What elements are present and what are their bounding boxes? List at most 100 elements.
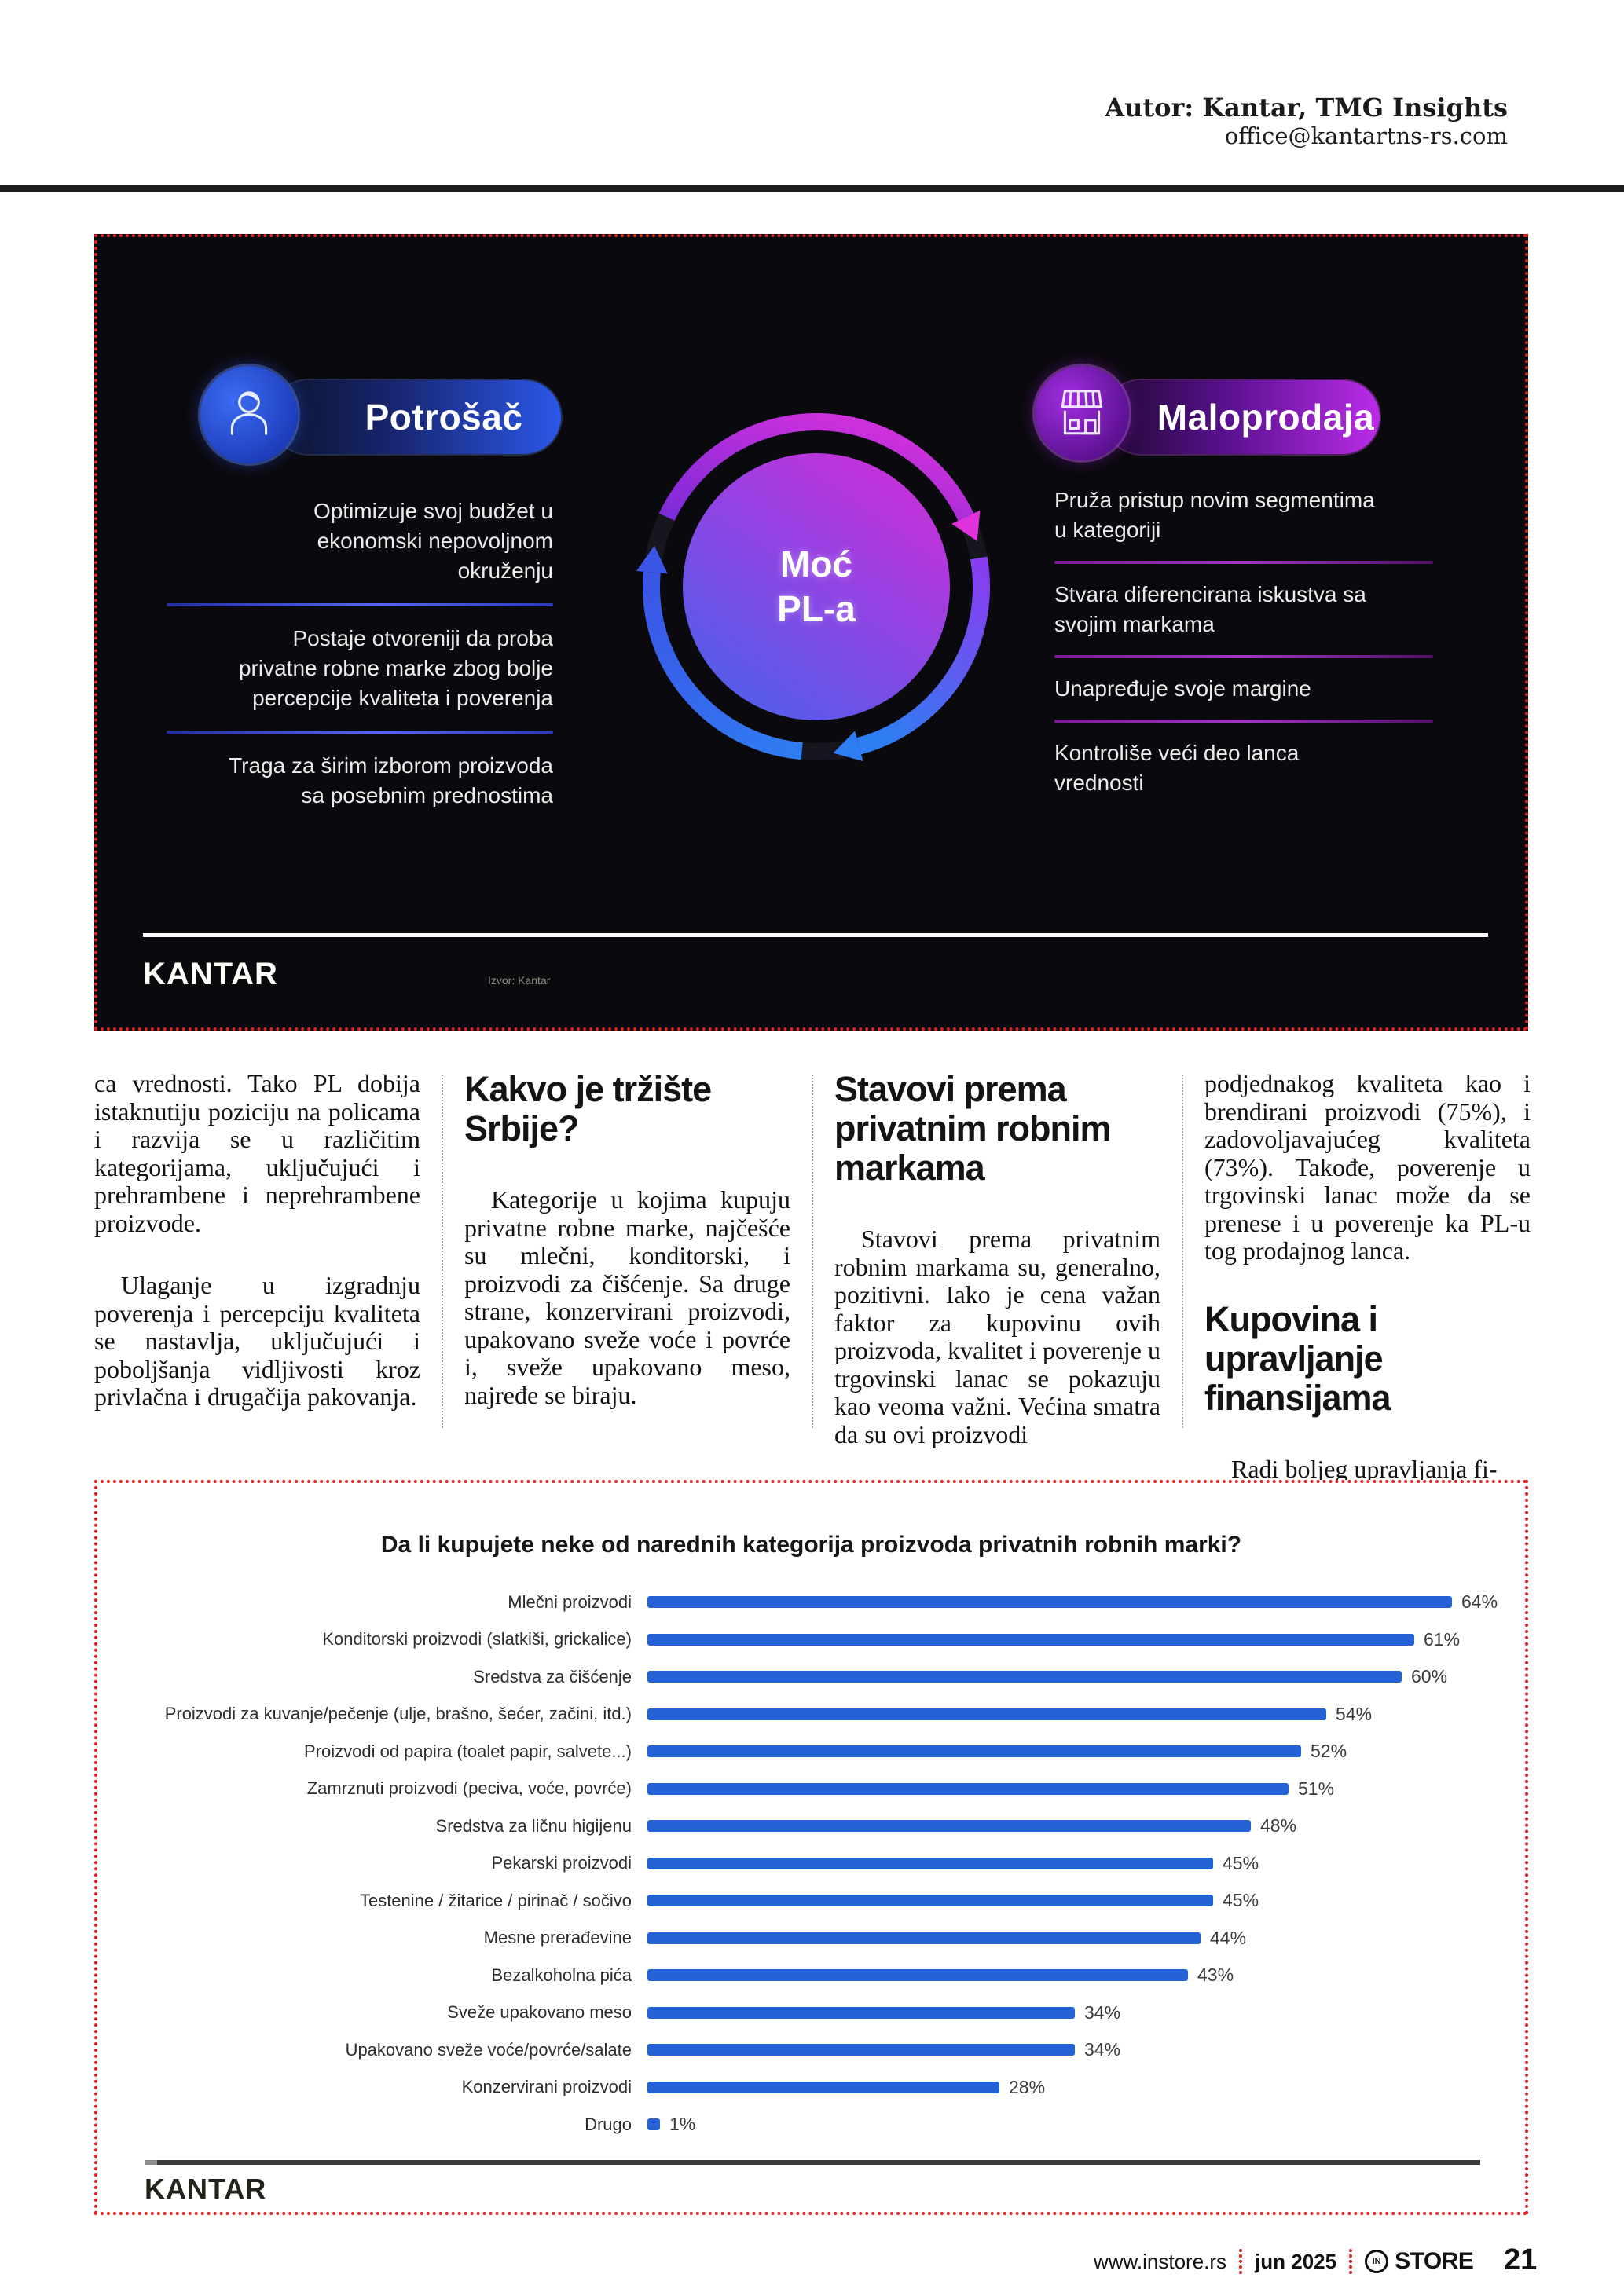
bar-label: Sveže upakovano meso [447,2002,632,2023]
bar [647,1633,1414,1646]
consumer-pill-label: Potrošač [365,397,523,438]
bar [647,2081,999,2093]
chart-row: Mlečni proizvodi 64% [97,1584,1525,1621]
chart-row: Konditorski proizvodi (slatkiši, grickal… [97,1621,1525,1659]
bar-label: Pekarski proizvodi [491,1853,632,1873]
bar [647,1857,1213,1869]
chart-title: Da li kupujete neke od narednih kategori… [380,1532,1242,1558]
bar-track: 64% [647,1591,1525,1613]
info-item: Pruža pristup novim segmentima u kategor… [1054,488,1375,542]
bar [647,1745,1301,1758]
info-item: Postaje otvoreniji da proba privatne rob… [238,626,553,710]
footer-issue: jun 2025 [1255,2249,1337,2273]
bar [647,1932,1201,1944]
bar-value: 54% [1336,1703,1373,1724]
bar-track: 52% [647,1741,1525,1762]
article-paragraph: Ulaganje u izgradnju poverenja i percepc… [94,1271,420,1411]
bar [647,2006,1075,2019]
article-paragraph: ca vrednosti. Tako PL dobija istaknutiju… [94,1069,420,1237]
bar-track: 54% [647,1704,1525,1725]
column-divider-1 [442,1075,443,1428]
bar-label: Mesne prerađevine [483,1928,632,1948]
store-icon [1053,383,1111,445]
bar-track: 45% [647,1853,1525,1874]
bar-value: 64% [1461,1591,1498,1613]
bar-label: Bezalkoholna pića [491,1965,632,1985]
bar [647,2044,1075,2056]
bar-label: Testenine / žitarice / pirinač / sočivo [359,1890,632,1910]
article-paragraph: Kategorije u kojima kupuju privatne robn… [464,1185,790,1409]
instore-logo: IN STORE [1365,2248,1474,2275]
bar-label: Upakovano sveže voće/povrće/salate [345,2039,632,2060]
footer-separator-icon [1349,2249,1353,2274]
bar-track: 1% [647,2114,1525,2135]
chart-row: Testenine / žitarice / pirinač / sočivo 4… [97,1882,1525,1920]
article-heading: Kakvo je tržište Srbije? [464,1069,712,1148]
header-rule [0,185,1624,192]
bar-track: 61% [647,1629,1525,1650]
bar-value: 60% [1411,1666,1448,1687]
info-item: Stvara diferencirana iskustva sa svojim … [1054,582,1366,636]
retail-pill: Maloprodaja [1105,380,1380,454]
bar-track: 51% [647,1778,1525,1800]
bar-track: 34% [647,2039,1525,2060]
instore-wordmark: STORE [1395,2248,1474,2274]
bar-label: Konzervirani proizvodi [461,2077,632,2097]
bar-value: 34% [1084,2039,1121,2060]
source-note: Izvor: Kantar [488,974,551,987]
kantar-logo-panel: KANTAR [143,957,278,991]
bar-track: 48% [647,1815,1525,1836]
infographic-panel: Potrošač Optimizuje svoj budžet u ekonom… [94,234,1528,1031]
article-heading: Stavovi prema privatnim robnim markama [834,1069,1112,1188]
footer-separator-icon [1239,2249,1243,2274]
bar [647,1671,1402,1683]
bar-value: 28% [1009,2076,1046,2097]
article-column-2: Kakvo je tržište Srbije? Kategorije u koj… [464,1070,790,1518]
bar [647,1895,1213,1907]
divider-line [167,603,553,606]
center-label-line2: PL-a [777,588,856,629]
retail-items: Pruža pristup novim segmentima u kategor… [1054,485,1433,798]
article-paragraph: podjednakog kvaliteta kao i brendirani p… [1204,1069,1531,1265]
bar [647,2118,660,2131]
footer-site: www.instore.rs [1094,2249,1227,2273]
article-paragraph: Stavovi prema privatnim robnim markama s… [834,1225,1160,1448]
column-divider-3 [1182,1075,1183,1428]
chart-row: Sveže upakovano meso 34% [97,1994,1525,2032]
bar-value: 61% [1424,1628,1461,1650]
center-label-line1: Moć [780,544,852,584]
divider-line [1054,655,1433,658]
chart-row: Bezalkoholna pića 43% [97,1957,1525,1994]
page-number: 21 [1504,2243,1538,2276]
article-column-1: ca vrednosti. Tako PL dobija istaknutiju… [94,1069,420,1518]
chart-row: Mesne prerađevine 44% [97,1920,1525,1957]
bar [647,1969,1188,1982]
chart-row: Zamrznuti proizvodi (peciva, voće, povrć… [97,1771,1525,1808]
bar-label: Sredstva za ličnu higijenu [435,1815,632,1836]
divider-line [1054,561,1433,564]
info-item: Optimizuje svoj budžet u ekonomski nepov… [313,499,553,583]
bar [647,1782,1289,1795]
kantar-logo-chart: KANTAR [145,2173,267,2205]
retail-pill-label: Maloprodaja [1157,397,1375,438]
person-icon [220,384,278,446]
bar-value: 52% [1311,1741,1347,1762]
bar [647,1820,1251,1833]
article-column-3: Stavovi prema privatnim robnim markama St… [834,1070,1160,1518]
bar [647,1708,1326,1720]
bar-label: Mlečni proizvodi [508,1591,632,1612]
bar-track: 28% [647,2077,1525,2098]
article-column-4: podjednakog kvaliteta kao i brendirani p… [1204,1069,1531,1518]
article-columns: ca vrednosti. Tako PL dobija istaknutiju… [94,1069,1531,1482]
divider-line [1054,720,1433,723]
info-item: Traga za širim izborom proizvoda sa pose… [229,753,553,807]
bar-value: 44% [1210,1927,1247,1948]
chart-row: Sredstva za ličnu higijenu 48% [97,1807,1525,1845]
chart-rows: Mlečni proizvodi 64% Konditorski proizvodi… [97,1584,1525,2144]
bar-track: 43% [647,1965,1525,1986]
article-paragraph: Radi boljeg upravljanja fi- [1231,1454,1498,1483]
cycle-arrows-icon [628,413,1005,778]
article-heading: Kupovina i upravljanje finansijama [1204,1298,1391,1418]
chart-row: Pekarski proizvodi 45% [97,1845,1525,1883]
consumer-items: Optimizuje svoj budžet u ekonomski nepov… [167,496,553,811]
